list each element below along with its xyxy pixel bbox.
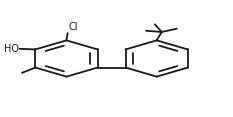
Text: HO: HO xyxy=(4,44,19,54)
Text: Cl: Cl xyxy=(68,22,78,32)
